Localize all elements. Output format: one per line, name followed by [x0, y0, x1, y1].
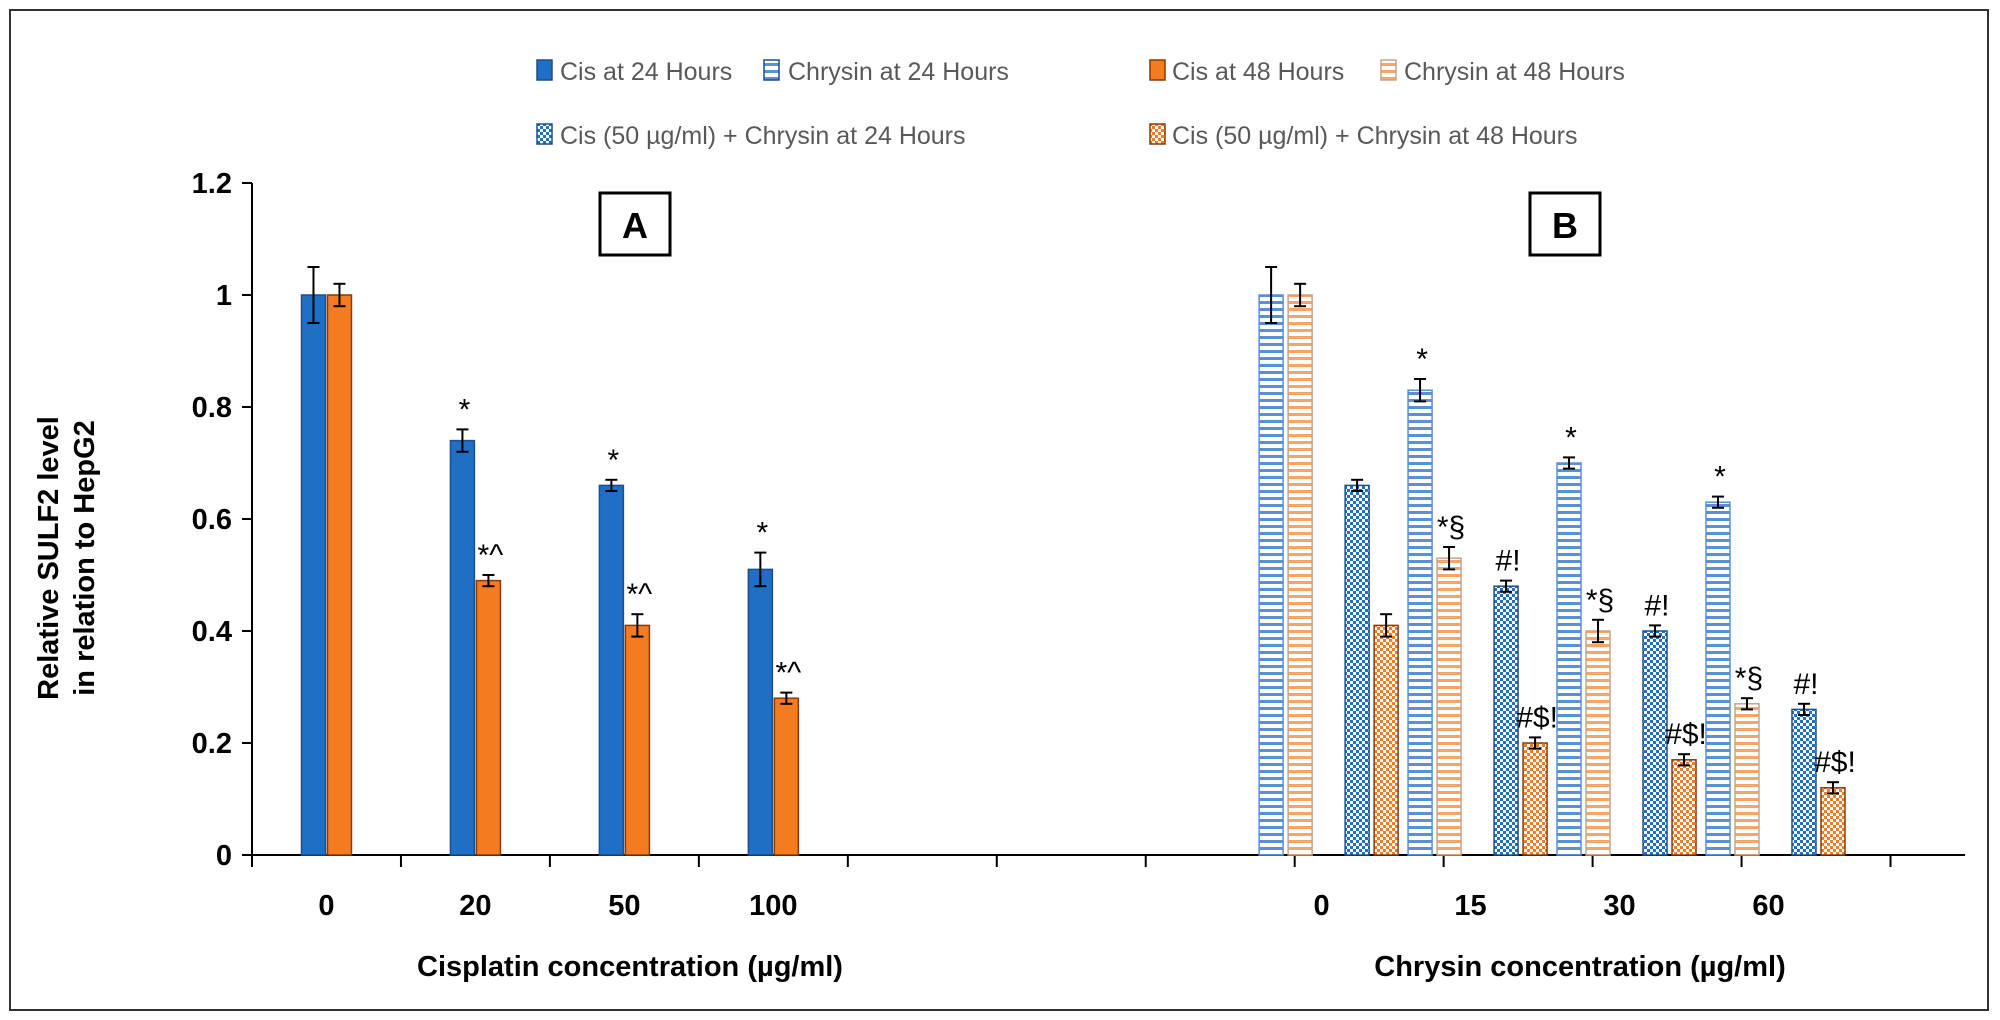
significance-label: *§ — [1586, 584, 1614, 617]
x-axis-title-chrysin: Chrysin concentration (µg/ml) — [1374, 951, 1785, 983]
legend-label-combo-24h: Cis (50 µg/ml) + Chrysin at 24 Hours — [560, 122, 966, 150]
figure-frame — [9, 9, 1989, 1011]
legend-swatch-combo-48h — [1149, 123, 1166, 145]
bar — [1407, 389, 1433, 856]
significance-label: * — [608, 444, 620, 477]
bar — [624, 624, 651, 856]
y-tick-label: 1.2 — [192, 168, 232, 200]
x-tick-label: 15 — [1454, 890, 1486, 922]
significance-label: *^ — [478, 539, 504, 572]
x-tick-label: 0 — [318, 890, 334, 922]
legend-swatch-chrysin-48h — [1380, 59, 1397, 81]
bar — [1436, 557, 1462, 856]
legend-label-cis-24h: Cis at 24 Hours — [560, 58, 732, 86]
bar — [300, 294, 327, 856]
significance-label: #$! — [1516, 701, 1558, 734]
legend-swatch-cis-48h — [1149, 59, 1166, 81]
significance-label: #! — [1793, 668, 1818, 701]
x-ticks: 0 20 50 100 0 15 30 60 — [251, 855, 1892, 922]
panel-label-a: A — [598, 191, 672, 257]
legend-label-chrysin-24h: Chrysin at 24 Hours — [788, 58, 1009, 86]
bar — [1820, 787, 1846, 856]
legend-swatch-combo-24h — [536, 123, 553, 145]
bar — [1671, 759, 1697, 856]
bar — [1344, 484, 1370, 856]
significance-label: #$! — [1665, 718, 1707, 751]
panel-label-b: B — [1528, 191, 1602, 257]
y-tick-label: 0.6 — [192, 504, 232, 536]
significance-label: *§ — [1437, 511, 1465, 544]
x-tick-label: 0 — [1314, 890, 1330, 922]
significance-label: #$! — [1814, 746, 1856, 779]
legend: Cis at 24 Hours Chrysin at 24 Hours Cis … — [536, 58, 1625, 150]
x-axis-title-cisplatin: Cisplatin concentration (µg/ml) — [417, 951, 843, 983]
bar — [1522, 742, 1548, 856]
bar — [475, 579, 502, 856]
significance-label: * — [1714, 461, 1726, 494]
panel-label-a-box — [598, 191, 672, 257]
x-tick-label: 20 — [459, 890, 491, 922]
legend-swatch-cis-24h — [536, 59, 553, 81]
bar — [1734, 703, 1760, 856]
bar — [326, 294, 353, 856]
significance-label: #! — [1645, 589, 1670, 622]
bar — [1585, 630, 1611, 856]
bar — [1642, 630, 1668, 856]
significance-label: *^ — [775, 657, 801, 690]
bars: * *^ * *^ * *^ * *§ #! #$! * *§ #! #$! * *§ #! #$! — [300, 266, 1856, 856]
significance-label: *^ — [627, 578, 653, 611]
y-tick-label: 0 — [216, 840, 232, 872]
y-axis-title-line1: Relative SULF2 level — [33, 416, 65, 700]
y-tick-label: 0.2 — [192, 728, 232, 760]
bar — [1556, 462, 1582, 856]
significance-label: * — [1565, 421, 1577, 454]
bar — [598, 484, 625, 856]
y-tick-label: 0.8 — [192, 392, 232, 424]
bar — [1287, 294, 1313, 856]
bar — [1493, 585, 1519, 856]
bar — [1258, 294, 1284, 856]
bar — [1791, 708, 1817, 856]
x-tick-label: 60 — [1752, 890, 1784, 922]
significance-label: * — [1416, 343, 1428, 376]
significance-label: * — [459, 393, 471, 426]
panel-label-b-text: B — [1552, 205, 1578, 246]
bar — [747, 568, 774, 856]
x-tick-label: 30 — [1603, 890, 1635, 922]
panel-label-a-text: A — [622, 205, 648, 246]
y-axis-title-line2: in relation to HepG2 — [69, 420, 101, 696]
bar — [1705, 501, 1731, 856]
y-axis-title: Relative SULF2 level in relation to HepG… — [33, 416, 101, 700]
legend-label-cis-48h: Cis at 48 Hours — [1172, 58, 1344, 86]
legend-label-combo-48h: Cis (50 µg/ml) + Chrysin at 48 Hours — [1172, 122, 1578, 150]
x-tick-label: 50 — [608, 890, 640, 922]
bar — [449, 439, 476, 856]
y-tick-label: 0.4 — [192, 616, 232, 648]
y-tick-label: 1 — [216, 280, 232, 312]
significance-label: #! — [1496, 545, 1521, 578]
significance-label: *§ — [1735, 662, 1763, 695]
significance-label: * — [757, 517, 769, 550]
legend-swatch-chrysin-24h — [763, 59, 780, 81]
bar — [1373, 624, 1399, 856]
bar — [773, 697, 800, 856]
legend-label-chrysin-48h: Chrysin at 48 Hours — [1404, 58, 1625, 86]
y-ticks: 0 0.2 0.4 0.6 0.8 1 1.2 — [192, 168, 252, 872]
panel-label-b-box — [1528, 191, 1602, 257]
x-tick-label: 100 — [749, 890, 797, 922]
